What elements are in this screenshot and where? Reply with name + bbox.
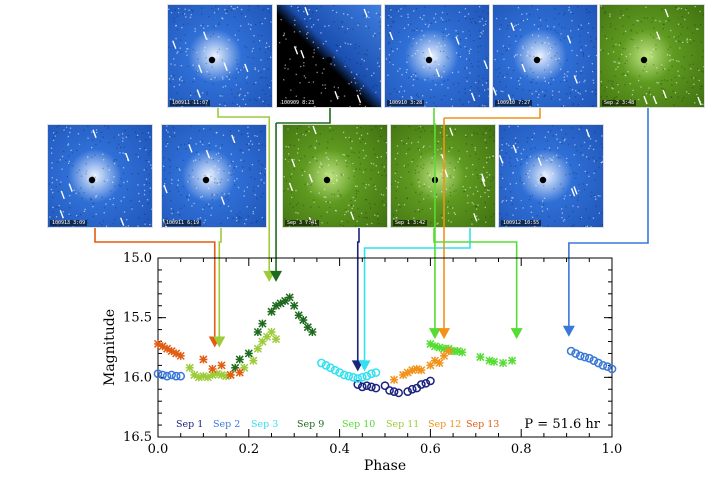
data-point — [476, 353, 484, 361]
data-point — [199, 355, 207, 363]
legend-entry: Sep 13 — [466, 419, 499, 430]
x-axis-label: Phase — [364, 458, 406, 474]
data-point — [299, 316, 307, 324]
data-point — [458, 348, 466, 356]
x-tick-label: 0.8 — [511, 442, 532, 457]
data-point — [249, 357, 257, 365]
data-point — [435, 359, 443, 367]
data-point — [227, 371, 235, 379]
data-point — [177, 373, 184, 380]
data-point — [499, 359, 507, 367]
x-tick-label: 0.4 — [329, 442, 350, 457]
data-point — [245, 349, 253, 357]
data-point — [236, 369, 244, 377]
data-point — [308, 328, 316, 336]
data-point — [208, 365, 216, 373]
legend-entry: Sep 1 — [176, 419, 203, 430]
legend-entry: Sep 11 — [386, 419, 419, 430]
y-axis-label: Magnitude — [102, 309, 118, 386]
data-point — [417, 366, 425, 374]
data-point — [445, 347, 453, 355]
plot-frame — [158, 258, 612, 437]
arrow-head — [563, 326, 575, 337]
legend-entry: Sep 3 — [251, 419, 278, 430]
data-point — [268, 308, 276, 316]
period-label: P = 51.6 hr — [524, 417, 600, 432]
data-point — [236, 355, 244, 363]
data-point — [258, 320, 266, 328]
data-point — [186, 364, 194, 372]
x-tick-label: 0.6 — [420, 442, 441, 457]
x-tick-label: 1.0 — [602, 442, 623, 457]
y-tick-label: 15.0 — [123, 251, 152, 266]
data-point — [372, 369, 379, 376]
data-point — [395, 389, 402, 396]
legend-entry: Sep 2 — [213, 419, 240, 430]
data-point — [268, 328, 276, 336]
data-point — [177, 352, 185, 360]
data-point — [254, 328, 262, 336]
data-point — [508, 357, 516, 365]
arrow-head — [511, 328, 523, 339]
legend-entry: Sep 12 — [428, 419, 461, 430]
data-point — [390, 376, 398, 384]
y-tick-label: 15.5 — [123, 311, 152, 326]
legend-entry: Sep 9 — [297, 419, 324, 430]
data-point — [286, 293, 294, 301]
y-tick-label: 16.5 — [123, 430, 152, 445]
data-point — [254, 345, 262, 353]
legend-entry: Sep 10 — [342, 419, 375, 430]
data-point — [490, 358, 498, 366]
y-tick-label: 16.0 — [123, 370, 152, 385]
data-point — [290, 302, 298, 310]
arrow-head — [438, 328, 450, 339]
data-point — [218, 361, 226, 369]
x-tick-label: 0.2 — [238, 442, 259, 457]
data-point — [272, 335, 280, 343]
data-point — [372, 384, 379, 391]
